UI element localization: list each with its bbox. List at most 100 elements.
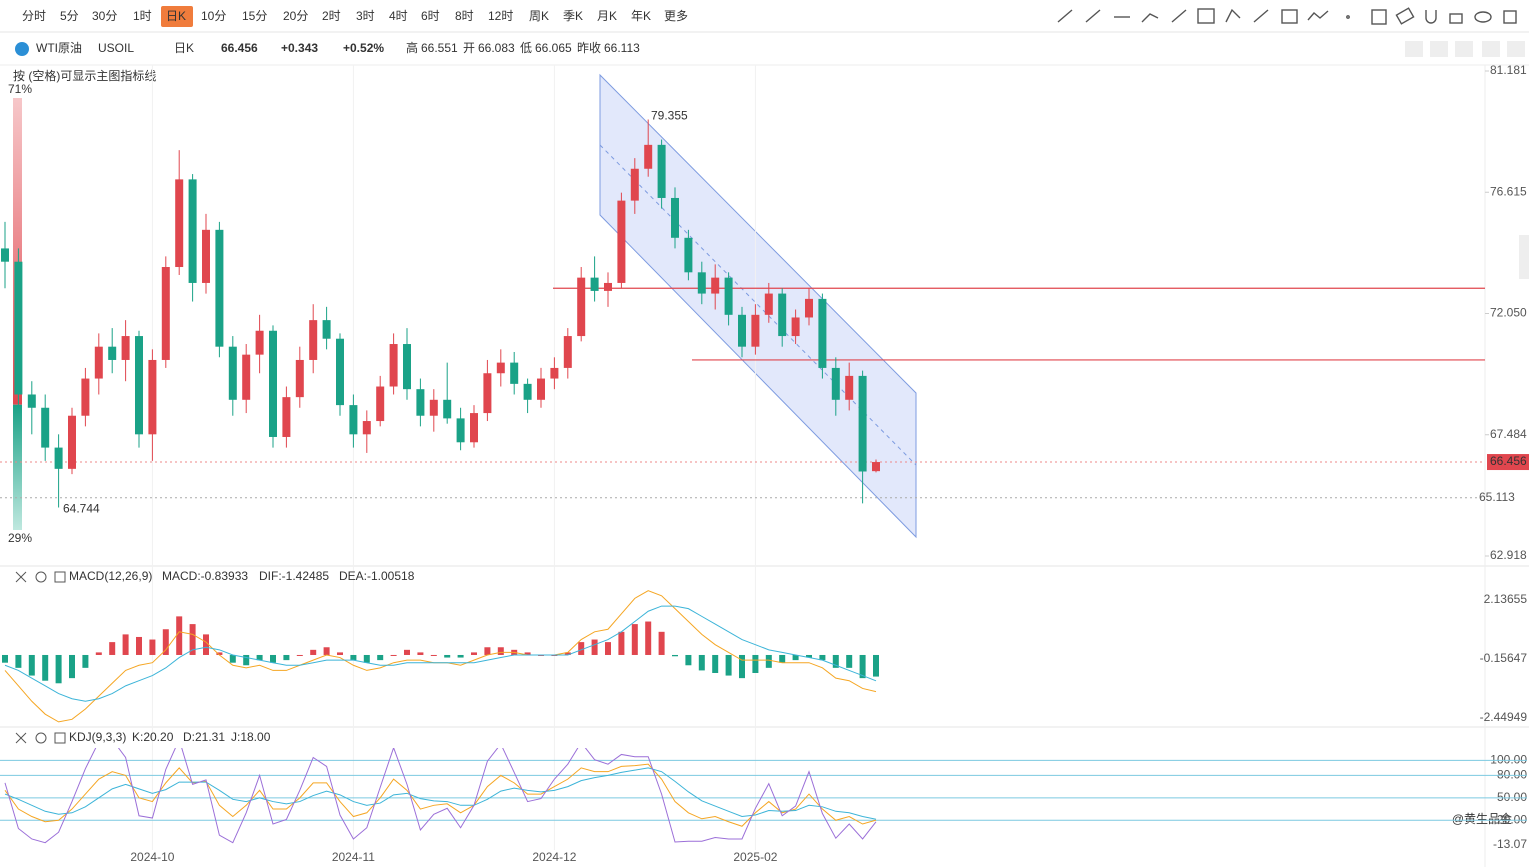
macd-bar — [605, 642, 611, 655]
macd-bar — [497, 647, 504, 655]
period-button[interactable]: 30分 — [92, 9, 117, 23]
macd-bar — [658, 631, 665, 655]
period-button[interactable]: 15分 — [242, 9, 267, 23]
candle-body — [41, 407, 50, 448]
percent-bar-bottom — [13, 404, 22, 530]
macd-bar — [162, 629, 169, 655]
tool-icons[interactable] — [1057, 7, 1517, 25]
candle-body — [483, 373, 492, 414]
period-button[interactable]: 年K — [631, 9, 651, 23]
watermark: @黄生品金 — [1452, 811, 1512, 826]
candle-body — [577, 277, 586, 337]
period-button[interactable]: 更多 — [664, 9, 688, 23]
macd-bar — [672, 654, 678, 657]
high: 66.551 — [421, 41, 458, 55]
candle-body — [175, 179, 184, 268]
candle-body — [228, 346, 237, 400]
y-tick-label: 2.13655 — [1484, 592, 1528, 606]
macd-bar — [430, 654, 437, 656]
macd-bar — [698, 654, 705, 671]
candle-body — [416, 389, 425, 416]
y-tick-label: -0.15647 — [1480, 651, 1528, 665]
period-button[interactable]: 3时 — [356, 9, 375, 23]
period-button[interactable]: 2时 — [322, 9, 341, 23]
indicator-legend: K:20.20 — [132, 730, 174, 744]
period-button[interactable]: 4时 — [389, 9, 408, 23]
period[interactable]: 日K — [174, 41, 194, 55]
candle-body — [202, 229, 210, 283]
candle-body — [563, 336, 572, 368]
period-button[interactable]: 季K — [563, 9, 583, 23]
indicator-legend: D:21.31 — [183, 730, 225, 744]
candle-body — [738, 314, 746, 347]
y-tick-label: -2.44949 — [1480, 710, 1528, 724]
y-tick-label: 100.00 — [1490, 753, 1527, 767]
candle-body — [27, 394, 36, 408]
period-button[interactable]: 周K — [529, 9, 549, 23]
candle-body — [429, 399, 438, 416]
percent-bar-top — [13, 98, 22, 405]
candle-body — [805, 298, 813, 318]
period-button[interactable]: 5分 — [60, 9, 79, 23]
period-button[interactable]: 10分 — [201, 9, 226, 23]
macd-bar — [631, 624, 638, 655]
period-button[interactable]: 12时 — [488, 9, 513, 23]
y-tick-label: 81.181 — [1490, 63, 1527, 77]
period-button[interactable]: 日K — [166, 9, 186, 23]
candle-body — [81, 378, 90, 416]
macd-bar — [524, 652, 531, 655]
prev-label: 昨收 — [577, 41, 601, 55]
macd-bar — [725, 654, 732, 676]
side-handle[interactable] — [1519, 235, 1529, 279]
macd-bar — [203, 634, 209, 655]
change-pct: +0.52% — [343, 41, 384, 55]
macd-bar — [578, 642, 585, 655]
percent-bottom-label: 29% — [8, 531, 32, 545]
channel[interactable] — [599, 73, 917, 539]
candle-body — [1, 248, 9, 262]
candle-body — [831, 367, 840, 400]
candle-body — [362, 421, 371, 435]
macd-bar — [873, 654, 879, 677]
candle-body — [68, 415, 76, 469]
macd-bar — [417, 652, 424, 655]
candle-body — [684, 237, 693, 273]
y-tick-label: 67.484 — [1490, 427, 1527, 441]
macd-bar — [859, 654, 866, 679]
candle-body — [135, 336, 143, 435]
y-tick-label: 20.00 — [1497, 812, 1527, 826]
period-button[interactable]: 分时 — [22, 9, 46, 23]
macd-bar — [256, 654, 263, 661]
low-label: 低 — [520, 41, 532, 55]
code[interactable]: USOIL — [98, 41, 134, 55]
candle-body — [818, 298, 827, 368]
period-button[interactable]: 6时 — [421, 9, 440, 23]
period-button[interactable]: 20分 — [283, 9, 308, 23]
symbol-icon — [15, 42, 29, 56]
candle-body — [14, 261, 23, 395]
macd-bar — [471, 652, 477, 655]
period-button[interactable]: 月K — [597, 9, 617, 23]
candle-body — [711, 277, 720, 294]
macd-bar — [69, 654, 75, 679]
macd-bar — [645, 621, 652, 655]
candle-body — [215, 229, 224, 347]
candle-body — [590, 277, 599, 291]
period-button[interactable]: 1时 — [133, 9, 152, 23]
macd-bar — [712, 654, 719, 673]
macd-bar — [176, 616, 183, 655]
price: 66.456 — [221, 41, 258, 55]
macd-bar — [752, 654, 759, 673]
candle-body — [188, 179, 197, 283]
candle-body — [322, 320, 331, 339]
macd-bar — [189, 624, 196, 655]
macd-bar — [109, 642, 116, 655]
symbol[interactable]: WTI原油 — [36, 41, 82, 55]
y-tick-label: 72.050 — [1490, 306, 1527, 320]
period-button[interactable]: 8时 — [455, 9, 474, 23]
header-buttons[interactable] — [1405, 41, 1525, 57]
change: +0.343 — [281, 41, 318, 55]
pane-settings-icon — [35, 732, 47, 744]
alert-label: 65.113 — [1479, 490, 1515, 504]
